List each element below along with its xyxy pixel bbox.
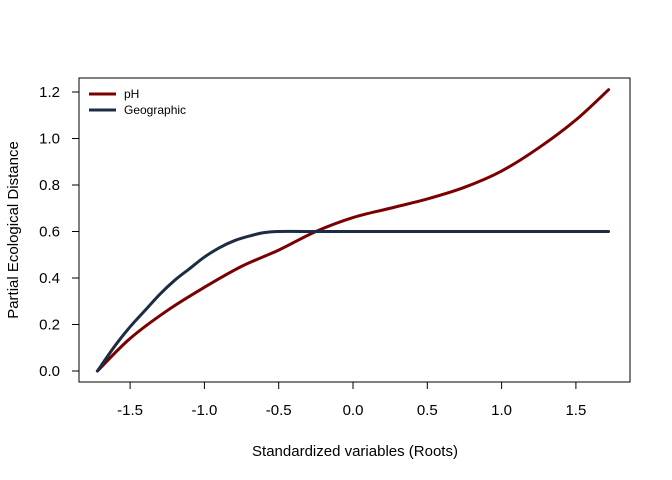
y-axis-title: Partial Ecological Distance [5, 141, 22, 319]
x-axis: -1.5 -1.0 -0.5 0.0 0.5 1.0 1.5 [117, 381, 586, 419]
y-axis: 0.0 0.2 0.4 0.6 0.8 1.0 1.2 [39, 84, 80, 380]
y-tick-label: 0.6 [39, 224, 60, 241]
x-tick-label: 0.5 [417, 402, 438, 419]
y-tick-label: 1.0 [39, 131, 60, 148]
y-tick-label: 0.8 [39, 177, 60, 194]
y-tick-label: 0.0 [39, 363, 60, 380]
x-tick-label: -1.0 [191, 402, 217, 419]
x-axis-title: Standardized variables (Roots) [252, 443, 458, 460]
y-tick-label: 1.2 [39, 84, 60, 101]
x-tick-label: 0.0 [343, 402, 364, 419]
x-tick-label: 1.5 [565, 402, 586, 419]
legend: pH Geographic [89, 87, 186, 117]
x-tick-label: -0.5 [266, 402, 292, 419]
y-tick-label: 0.2 [39, 317, 60, 334]
series-line-ph [95, 88, 611, 373]
series-lines [95, 88, 611, 373]
y-tick-label: 0.4 [39, 270, 60, 287]
x-tick-label: 1.0 [491, 402, 512, 419]
legend-label-ph: pH [124, 87, 139, 101]
x-tick-label: -1.5 [117, 402, 143, 419]
series-line-geographic [95, 229, 611, 373]
legend-label-geographic: Geographic [124, 103, 186, 117]
